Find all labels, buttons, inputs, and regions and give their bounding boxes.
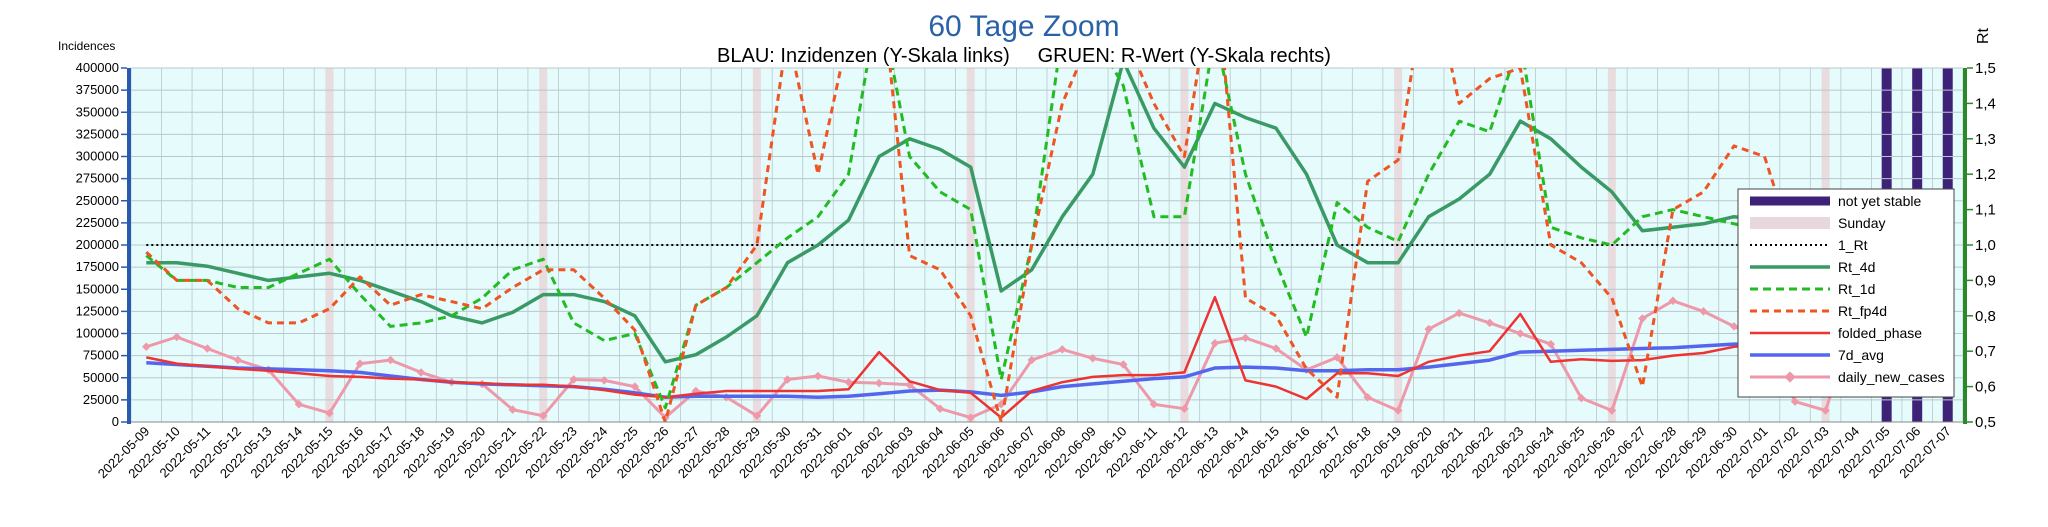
legend-swatch (1750, 196, 1830, 206)
daily-new-cases-point (813, 371, 823, 381)
daily-new-cases-point (1119, 360, 1128, 369)
y-tick-label-right: 1,2 (1975, 166, 1996, 183)
y-axis-left-line (127, 68, 131, 424)
daily-new-cases-point (1577, 393, 1586, 403)
y-tick-label-left: 275000 (76, 171, 119, 186)
y-tick-label-left: 25000 (83, 392, 119, 407)
daily-new-cases-point (1454, 308, 1464, 318)
daily-new-cases-point (569, 375, 578, 384)
daily-new-cases-point (1332, 353, 1342, 362)
daily-new-cases-point (1149, 400, 1159, 409)
daily-new-cases-point (233, 355, 243, 365)
daily-new-cases-point (1241, 333, 1250, 343)
legend-label: daily_new_cases (1838, 369, 1945, 385)
daily-new-cases-point (844, 377, 853, 387)
daily-new-cases-point (1058, 345, 1067, 354)
y-tick-label-left: 350000 (76, 104, 119, 119)
daily-new-cases-point (508, 405, 517, 414)
y-tick-label-right: 1,4 (1975, 95, 1996, 112)
daily-new-cases-point (325, 408, 334, 418)
daily-new-cases-point (935, 404, 945, 413)
series-line-rt-4d (146, 68, 1950, 364)
chart-title: 60 Tage Zoom (928, 10, 1119, 43)
legend-label: 1_Rt (1838, 237, 1868, 253)
daily-new-cases-point (1516, 329, 1525, 338)
y-tick-label-left: 250000 (76, 193, 119, 208)
y-axis-right-line (1963, 68, 1967, 424)
y-axis-left-label: Incidences (58, 39, 115, 53)
daily-new-cases-point (1607, 406, 1617, 415)
series-lines (142, 68, 1952, 422)
legend-marker (1784, 371, 1796, 383)
daily-new-cases-point (294, 400, 304, 409)
daily-new-cases-point (1546, 339, 1556, 349)
y-tick-label-left: 375000 (76, 82, 119, 97)
daily-new-cases-point (600, 376, 609, 385)
daily-new-cases-point (1638, 314, 1647, 323)
y-tick-label-right: 0,7 (1975, 343, 1996, 360)
daily-new-cases-point (142, 342, 151, 352)
legend-label: Rt_4d (1838, 259, 1875, 275)
y-tick-label-right: 0,8 (1975, 308, 1996, 325)
daily-new-cases-point (416, 368, 426, 377)
y-tick-label-left: 50000 (83, 370, 119, 385)
daily-new-cases-point (752, 411, 762, 421)
daily-new-cases-point (1210, 338, 1220, 348)
daily-new-cases-point (1088, 354, 1098, 363)
y-tick-label-right: 0,6 (1975, 379, 1996, 396)
legend-label: not yet stable (1838, 193, 1921, 209)
daily-new-cases-point (355, 359, 365, 368)
y-tick-label-left: 325000 (76, 126, 119, 141)
y-tick-label-right: 0,9 (1975, 272, 1996, 289)
y-axis-right-label: Rt (1975, 27, 1992, 44)
daily-new-cases-point (1363, 392, 1372, 402)
legend: not yet stable Sunday 1_Rt Rt_4d Rt_1d Rt_fp4… (1737, 188, 1955, 398)
y-tick-label-left: 125000 (76, 303, 119, 318)
daily-new-cases-point (1790, 397, 1800, 406)
daily-new-cases-point (1729, 322, 1739, 331)
daily-new-cases-point (1180, 404, 1189, 413)
y-tick-label-right: 1,5 (1975, 60, 1996, 77)
legend-label: 7d_avg (1838, 347, 1884, 363)
series-line-rt-1d (145, 68, 1949, 410)
legend-label: Rt_fp4d (1838, 303, 1887, 319)
y-tick-label-right: 1,3 (1975, 131, 1996, 148)
daily-new-cases-point (538, 411, 548, 421)
y-tick-label-left: 225000 (76, 215, 119, 230)
y-tick-label-right: 1,1 (1975, 202, 1996, 219)
daily-new-cases-point (172, 332, 182, 342)
y-tick-label-left: 300000 (76, 149, 119, 164)
daily-new-cases-point (874, 378, 884, 388)
y-tick-label-right: 1,0 (1975, 237, 1996, 254)
y-tick-label-left: 200000 (76, 237, 119, 252)
y-tick-label-left: 150000 (76, 281, 119, 296)
daily-new-cases-point (783, 375, 792, 384)
legend-swatch (1750, 217, 1830, 229)
daily-new-cases-point (1485, 318, 1494, 328)
daily-new-cases-point (966, 413, 975, 422)
daily-new-cases-point (1699, 307, 1708, 316)
series-line-rt-fp4d (145, 68, 1950, 422)
y-tick-label-left: 0 (112, 414, 119, 429)
legend-label: folded_phase (1838, 325, 1922, 341)
daily-new-cases-point (1668, 296, 1678, 305)
legend-label: Rt_1d (1838, 281, 1875, 297)
daily-new-cases-point (1821, 406, 1830, 415)
daily-new-cases-point (1393, 406, 1403, 415)
daily-new-cases-point (203, 344, 212, 353)
legend-label: Sunday (1838, 215, 1885, 231)
chart-subtitle: BLAU: Inzidenzen (Y-Skala links) GRUEN: … (717, 45, 1331, 67)
y-tick-label-left: 100000 (76, 326, 119, 341)
y-tick-label-left: 175000 (76, 259, 119, 274)
daily-new-cases-point (1027, 355, 1036, 365)
y-tick-label-left: 75000 (83, 348, 119, 363)
y-tick-label-right: 0,5 (1975, 414, 1996, 431)
daily-new-cases-point (1424, 324, 1433, 334)
daily-new-cases-point (630, 382, 640, 391)
daily-new-cases-point (386, 355, 395, 365)
y-tick-label-left: 400000 (76, 60, 119, 75)
daily-new-cases-point (1271, 344, 1281, 353)
